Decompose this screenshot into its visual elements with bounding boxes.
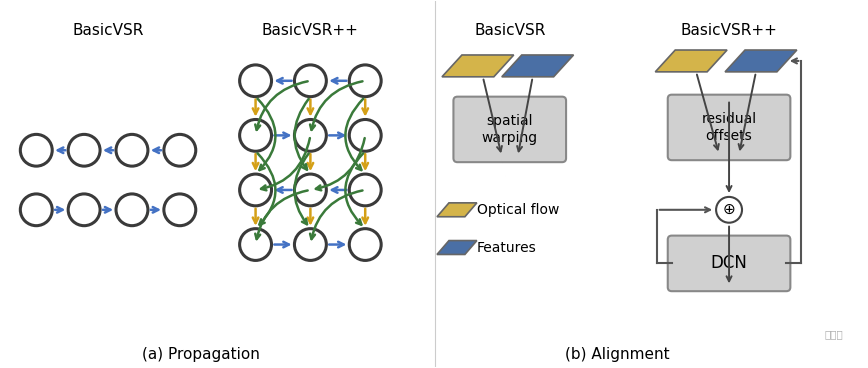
Text: BasicVSR++: BasicVSR++ xyxy=(262,23,358,38)
Polygon shape xyxy=(502,55,574,77)
Polygon shape xyxy=(437,241,477,254)
Text: BasicVSR++: BasicVSR++ xyxy=(681,23,778,38)
Circle shape xyxy=(69,194,100,226)
Polygon shape xyxy=(437,203,477,217)
Circle shape xyxy=(294,120,326,151)
Circle shape xyxy=(116,134,148,166)
Text: (a) Propagation: (a) Propagation xyxy=(141,347,260,362)
Circle shape xyxy=(716,197,742,223)
Text: $\oplus$: $\oplus$ xyxy=(722,202,736,217)
Text: BasicVSR: BasicVSR xyxy=(474,23,545,38)
Circle shape xyxy=(20,134,52,166)
Text: DCN: DCN xyxy=(711,254,747,272)
Circle shape xyxy=(240,120,272,151)
Polygon shape xyxy=(655,50,727,72)
Text: BasicVSR: BasicVSR xyxy=(72,23,144,38)
Circle shape xyxy=(240,65,272,97)
Circle shape xyxy=(164,134,196,166)
Circle shape xyxy=(20,194,52,226)
Polygon shape xyxy=(725,50,797,72)
Text: 量子位: 量子位 xyxy=(825,329,844,339)
Text: residual
offsets: residual offsets xyxy=(701,112,757,142)
Circle shape xyxy=(164,194,196,226)
Circle shape xyxy=(349,120,381,151)
FancyBboxPatch shape xyxy=(667,95,791,160)
Circle shape xyxy=(294,174,326,206)
Text: Features: Features xyxy=(477,241,536,255)
Circle shape xyxy=(294,229,326,261)
Circle shape xyxy=(69,134,100,166)
Circle shape xyxy=(349,174,381,206)
Polygon shape xyxy=(442,55,514,77)
FancyBboxPatch shape xyxy=(453,97,566,162)
Text: Optical flow: Optical flow xyxy=(477,203,559,217)
Circle shape xyxy=(349,65,381,97)
Circle shape xyxy=(349,229,381,261)
Circle shape xyxy=(240,229,272,261)
Circle shape xyxy=(294,65,326,97)
FancyBboxPatch shape xyxy=(667,236,791,291)
Circle shape xyxy=(240,174,272,206)
Text: spatial
warping: spatial warping xyxy=(482,114,538,145)
Circle shape xyxy=(116,194,148,226)
Text: (b) Alignment: (b) Alignment xyxy=(565,347,670,362)
